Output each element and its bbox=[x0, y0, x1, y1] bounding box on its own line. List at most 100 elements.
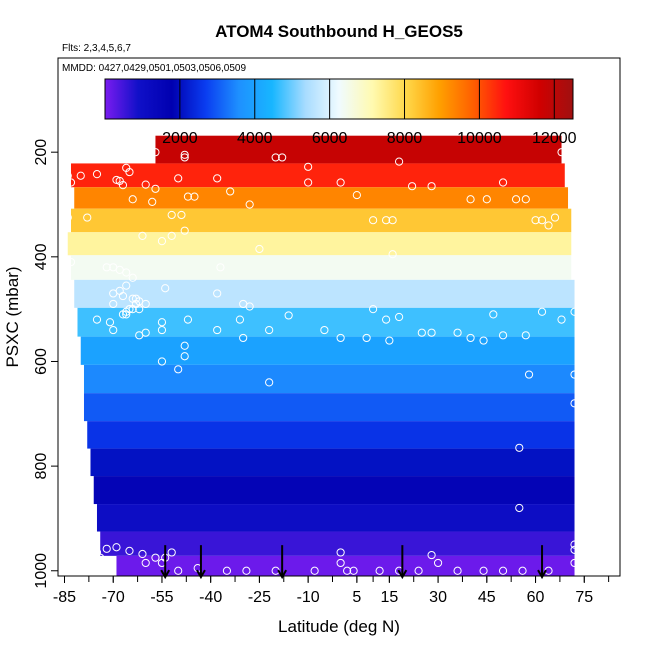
observation-point bbox=[125, 546, 134, 555]
observation-point bbox=[151, 184, 160, 193]
observation-point bbox=[388, 216, 397, 225]
chart-title: ATOM4 Southbound H_GEOS5 bbox=[215, 22, 463, 41]
observation-point bbox=[453, 566, 462, 575]
heatmap-band bbox=[93, 476, 575, 505]
y-axis-label: PSXC (mbar) bbox=[3, 266, 22, 367]
observation-point bbox=[213, 325, 222, 335]
observation-point bbox=[521, 331, 530, 340]
observation-point bbox=[375, 566, 384, 575]
observation-point bbox=[180, 153, 189, 162]
x-axis: -85 -70 -55 -40 -25 -10 5 15 30 45 60 75 bbox=[53, 576, 610, 606]
flight-arrow-head bbox=[537, 569, 547, 580]
heatmap-band bbox=[87, 421, 575, 449]
flights-subtitle: Flts: 2,3,4,5,6,7 bbox=[62, 43, 131, 54]
observation-point bbox=[489, 310, 498, 319]
observation-point bbox=[498, 178, 508, 187]
observation-point bbox=[245, 302, 254, 311]
flight-arrow-head bbox=[196, 569, 206, 580]
observation-point bbox=[265, 378, 274, 387]
observation-point bbox=[310, 566, 319, 575]
observation-point bbox=[570, 370, 579, 379]
plot-frame bbox=[57, 57, 621, 577]
colorbar-tick-label: 2000 bbox=[162, 130, 198, 147]
observation-point bbox=[242, 566, 251, 575]
heatmap-band bbox=[70, 163, 565, 188]
observation-point bbox=[135, 305, 144, 314]
observation-point bbox=[63, 171, 72, 180]
observation-point bbox=[515, 503, 524, 513]
observation-point bbox=[570, 540, 579, 549]
y-axis: 200 400 600 800 1000 bbox=[33, 139, 58, 589]
observation-point bbox=[417, 328, 426, 337]
observation-point bbox=[407, 182, 417, 191]
observation-point bbox=[433, 558, 443, 568]
observation-point bbox=[174, 174, 183, 183]
observation-point bbox=[570, 307, 579, 316]
observation-point bbox=[255, 244, 264, 254]
colorbar-tick-label: 12000 bbox=[532, 130, 577, 147]
heatmap-band bbox=[90, 448, 575, 477]
observation-point bbox=[524, 370, 534, 379]
observation-point bbox=[157, 318, 167, 327]
observation-point bbox=[511, 195, 521, 204]
observation-point bbox=[180, 352, 189, 361]
observation-point bbox=[427, 550, 436, 560]
flight-arrow-head bbox=[397, 569, 408, 580]
observation-point bbox=[466, 333, 475, 343]
observation-point bbox=[109, 289, 118, 298]
observation-point bbox=[544, 221, 553, 230]
observation-point bbox=[128, 195, 137, 204]
observation-point bbox=[66, 257, 76, 267]
observation-point bbox=[141, 150, 150, 159]
observation-point bbox=[537, 307, 547, 316]
observation-point bbox=[174, 566, 183, 575]
y-tick-label: 600 bbox=[33, 348, 50, 375]
observation-point bbox=[183, 315, 193, 324]
heatmap-band bbox=[83, 393, 575, 422]
heatmap-levels bbox=[67, 135, 575, 576]
observation-point bbox=[343, 566, 352, 575]
x-tick-label: 75 bbox=[575, 589, 593, 606]
observation-point bbox=[141, 328, 150, 337]
observation-point bbox=[161, 284, 170, 293]
observation-point bbox=[271, 153, 280, 162]
heatmap-band bbox=[70, 255, 572, 280]
observation-point bbox=[482, 195, 491, 204]
observation-point bbox=[498, 331, 508, 340]
heatmap-band bbox=[96, 504, 575, 532]
observation-point bbox=[557, 148, 566, 157]
colorbar-tick-label: 8000 bbox=[387, 130, 423, 147]
heatmap-band bbox=[74, 279, 575, 308]
flight-arrows bbox=[160, 545, 547, 580]
observation-point bbox=[518, 566, 527, 575]
observation-point bbox=[515, 443, 524, 452]
observation-point bbox=[352, 190, 361, 200]
observation-point bbox=[112, 543, 121, 552]
observation-point bbox=[453, 328, 462, 337]
observation-point bbox=[118, 291, 128, 301]
y-tick-label: 200 bbox=[33, 139, 50, 166]
observation-point bbox=[239, 333, 248, 343]
observation-point bbox=[122, 307, 131, 316]
observation-point bbox=[349, 566, 358, 575]
observation-point bbox=[174, 365, 183, 374]
observation-point bbox=[498, 566, 508, 575]
observation-point bbox=[151, 553, 160, 562]
observation-point bbox=[336, 558, 345, 568]
observation-point bbox=[245, 200, 254, 209]
observation-point bbox=[157, 357, 167, 366]
observation-point bbox=[141, 558, 150, 568]
x-tick-label: -55 bbox=[150, 589, 173, 606]
observation-point bbox=[167, 210, 176, 220]
observation-point bbox=[83, 213, 92, 222]
observation-point bbox=[388, 250, 397, 259]
observation-point bbox=[414, 566, 423, 575]
heatmap-band bbox=[74, 187, 569, 209]
observation-point bbox=[394, 157, 404, 166]
heatmap-band bbox=[70, 208, 572, 233]
observation-point bbox=[235, 315, 245, 324]
observation-point bbox=[570, 558, 579, 568]
observation-point bbox=[369, 305, 378, 314]
observation-point bbox=[382, 315, 391, 324]
